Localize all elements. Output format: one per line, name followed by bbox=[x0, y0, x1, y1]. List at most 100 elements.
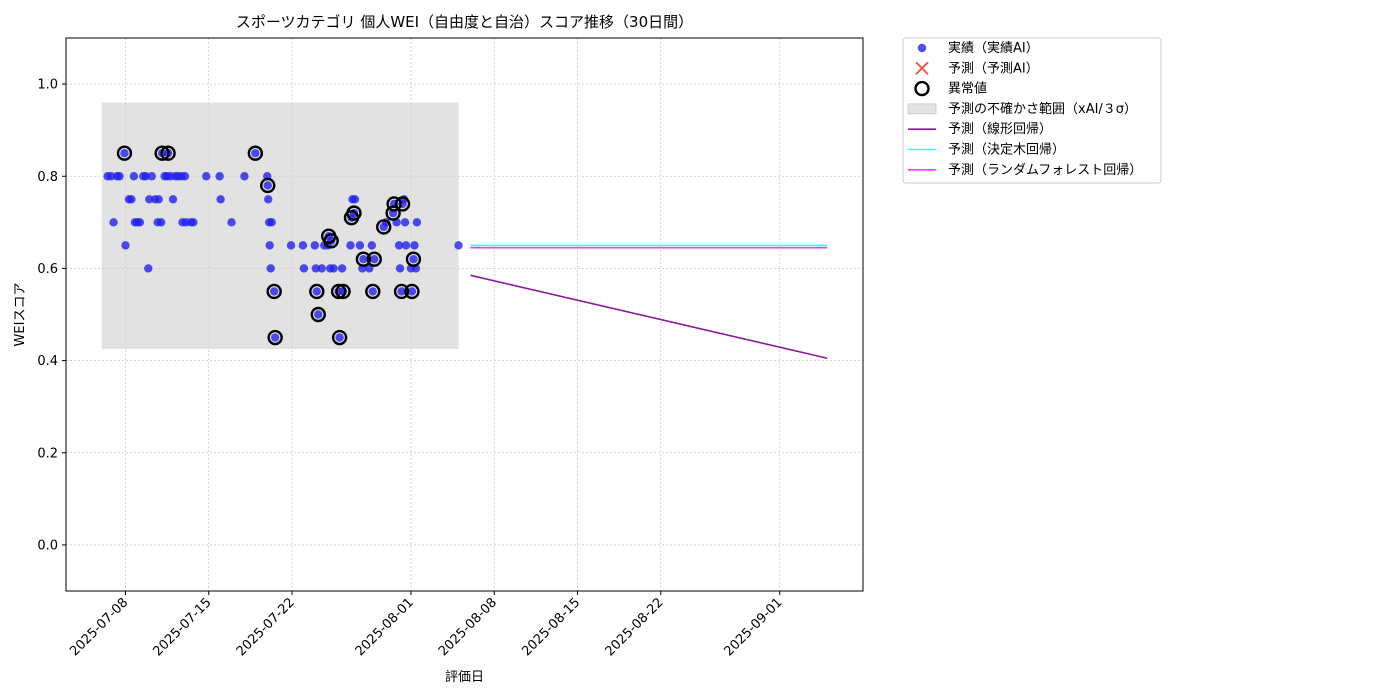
y-tick-label: 0.0 bbox=[37, 538, 58, 553]
x-tick-label: 2025-07-15 bbox=[151, 595, 215, 659]
x-tick-label: 2025-08-15 bbox=[519, 595, 583, 659]
anomaly-marker bbox=[266, 283, 282, 300]
anomaly-marker bbox=[386, 196, 402, 212]
anomaly-marker bbox=[154, 145, 170, 161]
legend-swatch-actual bbox=[917, 43, 927, 53]
actual-point bbox=[127, 195, 136, 204]
actual-point bbox=[180, 172, 190, 181]
actual-point bbox=[240, 172, 249, 181]
actual-point bbox=[121, 241, 130, 250]
anomaly-marker bbox=[404, 283, 420, 300]
actual-point bbox=[263, 181, 272, 190]
actual-point bbox=[115, 172, 124, 181]
actual-point bbox=[135, 218, 145, 227]
y-axis-ticks: 0.0 0.2 0.4 0.6 0.8 1.0 bbox=[37, 78, 66, 553]
actual-point bbox=[367, 241, 377, 250]
legend-swatch-predicted bbox=[915, 61, 929, 75]
actual-point bbox=[359, 255, 368, 264]
y-tick-label: 1.0 bbox=[37, 78, 58, 93]
actual-point bbox=[314, 310, 323, 319]
actual-point bbox=[298, 241, 308, 250]
anomaly-marker bbox=[309, 283, 325, 300]
actual-point bbox=[129, 172, 139, 181]
anomaly-marker bbox=[331, 329, 348, 346]
actual-point bbox=[337, 264, 347, 273]
actual-point bbox=[400, 218, 410, 227]
actual-point bbox=[317, 264, 326, 273]
actual-point bbox=[368, 287, 378, 296]
actual-point bbox=[312, 287, 321, 296]
actual-point bbox=[355, 241, 365, 250]
anomaly-marker bbox=[247, 145, 264, 161]
chart-title: スポーツカテゴリ 個人WEI（自由度と自治）スコア推移（30日間） bbox=[236, 13, 693, 31]
actual-point bbox=[144, 264, 153, 273]
anomaly-marker bbox=[260, 177, 276, 194]
actual-point bbox=[202, 172, 211, 181]
anomaly-marker bbox=[394, 196, 411, 212]
actual-point bbox=[370, 255, 379, 264]
actual-point bbox=[267, 218, 276, 227]
legend-swatch-predicted-stroke bbox=[915, 61, 929, 75]
anomaly-marker bbox=[310, 306, 326, 323]
actual-point bbox=[264, 195, 273, 204]
legend-label: 実績（実績AI） bbox=[948, 40, 1039, 56]
x-tick-label: 2025-08-22 bbox=[603, 595, 667, 659]
actual-point bbox=[409, 255, 418, 264]
legend-label: 予測の不確かさ範囲（xAI/３σ） bbox=[948, 101, 1137, 117]
x-tick-label: 2025-07-08 bbox=[67, 595, 131, 659]
x-axis-ticks: 2025-07-08 2025-07-15 2025-07-22 2025-08-01… bbox=[67, 591, 786, 659]
actual-point bbox=[454, 241, 463, 250]
actual-point bbox=[350, 195, 360, 204]
regression-lines bbox=[470, 244, 828, 360]
y-axis-title: WEIスコア bbox=[13, 283, 28, 347]
actual-point bbox=[286, 241, 296, 250]
legend-label: 予測（決定木回帰） bbox=[948, 142, 1065, 158]
x-tick-label: 2025-07-22 bbox=[234, 595, 298, 659]
actual-point bbox=[394, 241, 404, 250]
anomaly-marker bbox=[376, 219, 392, 235]
actual-point bbox=[147, 172, 156, 181]
actual-point bbox=[109, 218, 118, 227]
actual-point bbox=[141, 172, 150, 181]
y-tick-label: 0.2 bbox=[37, 446, 58, 461]
actual-point bbox=[410, 241, 419, 250]
actual-point bbox=[154, 195, 163, 204]
anomaly-marker bbox=[385, 205, 401, 221]
actual-point bbox=[395, 264, 405, 273]
actual-point bbox=[329, 264, 338, 273]
regression-line-linear bbox=[470, 274, 828, 360]
legend-swatch-anomaly bbox=[914, 80, 930, 97]
actual-point bbox=[106, 172, 116, 181]
anomaly-marker bbox=[365, 283, 381, 300]
anomaly-marker bbox=[335, 283, 351, 300]
anomaly-marker bbox=[393, 283, 410, 300]
x-axis-title: 評価日 bbox=[445, 670, 484, 685]
actual-point bbox=[397, 287, 406, 296]
actual-point bbox=[251, 149, 260, 158]
plot-frame bbox=[65, 37, 864, 592]
actual-point bbox=[335, 333, 344, 342]
legend-box bbox=[902, 37, 1162, 184]
y-tick-label: 0.4 bbox=[37, 354, 58, 369]
anomaly-marker bbox=[323, 233, 339, 249]
actual-point bbox=[216, 195, 225, 204]
anomaly-markers bbox=[116, 145, 422, 346]
actual-point bbox=[299, 264, 309, 273]
actual-point bbox=[407, 287, 417, 296]
actual-point bbox=[311, 264, 321, 273]
actual-point bbox=[265, 241, 274, 250]
x-tick-label: 2025-09-01 bbox=[722, 595, 786, 659]
actual-point bbox=[269, 287, 279, 296]
actual-point bbox=[145, 195, 154, 204]
anomaly-marker bbox=[366, 251, 382, 267]
actual-point bbox=[401, 241, 411, 250]
actual-point bbox=[266, 264, 275, 273]
x-tick-label: 2025-08-01 bbox=[353, 595, 417, 659]
actual-point bbox=[120, 149, 129, 158]
x-tick-label: 2025-08-08 bbox=[436, 595, 500, 659]
actual-point bbox=[346, 241, 355, 250]
anomaly-marker bbox=[330, 283, 347, 300]
anomaly-marker bbox=[116, 145, 133, 161]
y-tick-label: 0.6 bbox=[37, 262, 58, 277]
